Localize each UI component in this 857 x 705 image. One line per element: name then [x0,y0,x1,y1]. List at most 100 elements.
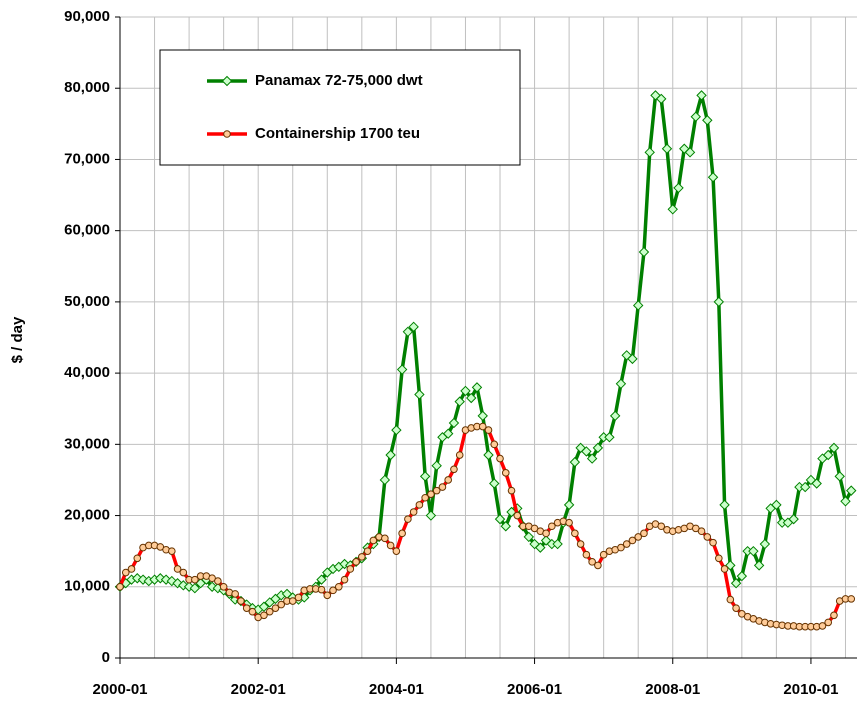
legend-label: Panamax 72-75,000 dwt [255,72,423,89]
marker [121,568,130,577]
marker [513,511,522,520]
marker [271,604,280,612]
marker [352,558,360,566]
marker [563,499,575,511]
x-tick-label: 2010-01 [783,681,838,698]
marker [265,607,274,616]
marker [529,538,540,550]
marker [771,499,782,511]
marker [425,510,437,521]
marker [823,449,834,461]
marker [385,449,396,461]
marker [363,547,372,555]
marker [179,568,188,577]
marker [719,499,730,511]
marker [490,440,499,449]
marker [840,496,851,507]
marker [552,538,563,550]
marker [628,536,637,545]
marker [690,111,701,122]
legend-marker [221,75,233,87]
marker [489,478,500,489]
marker [615,378,627,390]
marker [442,428,454,439]
marker [707,172,719,183]
marker [824,618,833,627]
marker [450,465,458,474]
marker [294,593,303,602]
marker [392,547,401,555]
marker [379,474,391,486]
marker [657,522,666,531]
marker [622,540,631,548]
marker [697,527,706,536]
marker [542,529,550,538]
marker [484,426,493,434]
x-tick-label: 2006-01 [507,681,562,698]
marker [732,604,740,612]
marker [828,442,840,454]
marker [617,543,625,552]
marker [237,597,245,605]
marker [168,547,176,555]
marker [661,143,673,154]
marker [323,591,332,600]
marker [582,550,591,559]
y-tick-label: 60,000 [64,222,110,239]
y-tick-label: 0 [102,649,110,666]
marker [576,540,585,548]
marker [627,353,638,365]
marker [599,550,608,559]
marker [206,581,218,592]
marker [248,607,257,616]
marker [381,534,389,543]
marker [466,392,477,404]
marker [703,533,712,541]
marker [571,529,579,538]
marker [753,560,765,571]
marker [759,538,771,550]
marker [713,296,725,308]
marker [183,581,195,592]
marker [477,410,488,422]
marker [811,478,822,489]
marker [594,561,602,570]
x-tick-label: 2002-01 [231,681,286,698]
marker [501,469,510,477]
marker [219,582,228,591]
marker [408,321,419,333]
marker [242,604,251,612]
marker [569,456,581,468]
marker [799,481,811,493]
marker [638,246,650,258]
x-tick-label: 2004-01 [369,681,424,698]
marker [730,578,742,589]
marker [632,300,644,311]
marker [454,396,465,407]
marker [189,582,201,594]
marker [391,424,402,436]
marker [448,417,460,429]
marker [419,471,431,482]
marker [214,577,222,585]
y-tick-label: 20,000 [64,507,110,524]
marker [726,595,735,604]
marker [277,600,286,609]
marker [260,611,268,620]
marker [396,364,408,375]
marker [317,585,326,594]
legend-box [159,49,521,166]
marker [667,204,678,215]
marker [398,529,406,538]
x-tick-label: 2008-01 [645,681,700,698]
marker [431,460,442,471]
marker [702,115,713,126]
marker [604,432,615,443]
marker [650,90,661,101]
marker [586,453,598,464]
legend-marker [223,130,231,138]
marker [173,565,182,573]
x-tick-label: 2000-01 [92,681,147,698]
marker [346,565,355,573]
